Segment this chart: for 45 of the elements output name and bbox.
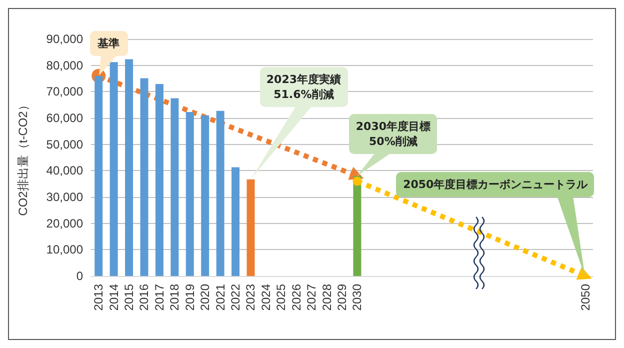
y-tick-label: 0	[76, 269, 84, 283]
bar	[170, 98, 179, 276]
x-tick-label: 2018	[168, 284, 182, 311]
x-tick-label: 2030	[350, 284, 364, 311]
bar	[246, 179, 255, 276]
x-tick-label: 2014	[106, 284, 121, 311]
annotation: 2023年度実績 51.6%削減	[260, 67, 348, 108]
annotation: 基準	[90, 31, 128, 56]
x-tick-label: 2025	[274, 284, 288, 311]
x-tick-label: 2027	[304, 284, 319, 311]
x-tick-label: 2021	[213, 284, 228, 311]
x-tick-label: 2017	[152, 284, 166, 311]
bar	[94, 76, 103, 276]
bar	[216, 110, 224, 276]
x-tick-label: 2019	[182, 284, 197, 311]
y-tick-label: 40,000	[46, 164, 84, 178]
x-tick-label: 2013	[92, 284, 106, 311]
x-tick-label: 2024	[258, 284, 273, 311]
bar	[140, 78, 148, 276]
y-tick-label: 70,000	[46, 84, 84, 99]
annotation: 2050年度目標カーボンニュートラル	[396, 172, 594, 196]
x-tick-label: 2028	[320, 284, 334, 311]
x-tick-label: 2023	[244, 284, 258, 311]
x-tick-label: 2029	[335, 284, 349, 311]
x-tick-label: 2026	[289, 284, 304, 311]
x-tick-label: 2050	[578, 284, 592, 311]
bar	[186, 112, 194, 276]
bar	[232, 167, 240, 276]
x-tick-label: 2016	[137, 284, 152, 311]
y-tick-label: 30,000	[46, 190, 84, 204]
annotation: 2030年度目標 50%削減	[349, 114, 438, 154]
x-tick-label: 2015	[122, 284, 136, 311]
x-tick-label: 2022	[228, 284, 243, 311]
y-tick-label: 10,000	[46, 242, 84, 257]
y-tick-label: 20,000	[46, 216, 84, 230]
x-tick-label: 2020	[198, 284, 212, 311]
y-tick-label: 90,000	[46, 32, 84, 46]
bar	[155, 84, 164, 276]
y-axis-title: CO2排出量（t-CO2）	[16, 99, 30, 216]
y-tick-label: 60,000	[46, 111, 84, 125]
y-tick-label: 80,000	[46, 58, 84, 72]
bar	[353, 176, 362, 276]
bar	[125, 59, 134, 276]
bar	[201, 115, 210, 276]
y-tick-label: 50,000	[46, 137, 84, 152]
